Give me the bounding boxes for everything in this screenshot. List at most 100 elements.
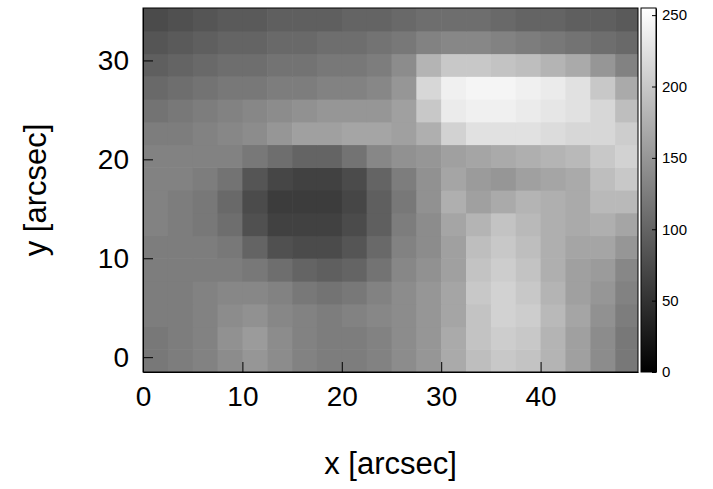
cell bbox=[168, 349, 193, 372]
cell bbox=[218, 281, 243, 304]
cell bbox=[367, 145, 392, 168]
colorbar-tick-mark bbox=[652, 301, 656, 302]
cell bbox=[466, 122, 491, 145]
colorbar bbox=[641, 8, 656, 372]
cell bbox=[242, 8, 267, 31]
cell bbox=[590, 213, 615, 236]
cells bbox=[143, 8, 638, 372]
cell bbox=[516, 145, 541, 168]
colorbar-tick-mark bbox=[652, 229, 656, 230]
cell bbox=[367, 349, 392, 372]
cell bbox=[615, 99, 638, 122]
cell bbox=[218, 8, 243, 31]
cell bbox=[491, 54, 516, 77]
cell bbox=[391, 76, 416, 99]
cell bbox=[292, 304, 317, 327]
cell bbox=[367, 167, 392, 190]
cell bbox=[218, 145, 243, 168]
cell bbox=[441, 145, 466, 168]
cell bbox=[317, 327, 342, 350]
cell bbox=[143, 31, 168, 54]
cell bbox=[242, 304, 267, 327]
cell bbox=[565, 258, 590, 281]
cell bbox=[416, 76, 441, 99]
cell bbox=[292, 258, 317, 281]
cell bbox=[541, 236, 566, 259]
y-tick-mark bbox=[143, 357, 153, 358]
cell bbox=[242, 145, 267, 168]
x-axis-line bbox=[144, 372, 639, 373]
cell bbox=[168, 31, 193, 54]
cell bbox=[541, 122, 566, 145]
y-tick: 10 bbox=[98, 243, 153, 274]
cell bbox=[143, 190, 168, 213]
cell bbox=[615, 258, 638, 281]
cell bbox=[615, 349, 638, 372]
cell bbox=[541, 54, 566, 77]
cell bbox=[516, 99, 541, 122]
cell bbox=[590, 258, 615, 281]
cell bbox=[491, 167, 516, 190]
cell bbox=[168, 145, 193, 168]
cell bbox=[541, 258, 566, 281]
cell bbox=[565, 167, 590, 190]
cell bbox=[367, 258, 392, 281]
cell bbox=[267, 236, 292, 259]
cell bbox=[292, 145, 317, 168]
cell bbox=[565, 8, 590, 31]
cell bbox=[193, 213, 218, 236]
cell bbox=[516, 349, 541, 372]
cell bbox=[168, 190, 193, 213]
cell bbox=[168, 167, 193, 190]
cell bbox=[267, 122, 292, 145]
cell bbox=[590, 281, 615, 304]
cell bbox=[267, 190, 292, 213]
y-tick-label: 30 bbox=[98, 45, 129, 76]
cell bbox=[491, 31, 516, 54]
cell bbox=[491, 236, 516, 259]
cell bbox=[466, 8, 491, 31]
cell bbox=[317, 76, 342, 99]
cell bbox=[541, 145, 566, 168]
cell bbox=[218, 258, 243, 281]
cell bbox=[391, 31, 416, 54]
y-tick: 30 bbox=[98, 45, 153, 76]
y-tick: 20 bbox=[98, 144, 153, 175]
cell bbox=[242, 122, 267, 145]
cell bbox=[416, 145, 441, 168]
cell bbox=[615, 54, 638, 77]
cell bbox=[292, 8, 317, 31]
cell bbox=[541, 190, 566, 213]
cell bbox=[466, 99, 491, 122]
cell bbox=[143, 349, 168, 372]
cell bbox=[441, 304, 466, 327]
cell bbox=[267, 213, 292, 236]
cell bbox=[292, 281, 317, 304]
cell bbox=[466, 145, 491, 168]
cell bbox=[367, 76, 392, 99]
cell bbox=[292, 99, 317, 122]
cell bbox=[491, 304, 516, 327]
cell bbox=[565, 54, 590, 77]
cell bbox=[242, 190, 267, 213]
cell bbox=[218, 76, 243, 99]
cell bbox=[292, 190, 317, 213]
x-tick: 40 bbox=[526, 362, 557, 412]
cell bbox=[317, 281, 342, 304]
cell bbox=[143, 8, 168, 31]
cell bbox=[491, 258, 516, 281]
cell bbox=[441, 99, 466, 122]
x-tick-mark bbox=[342, 362, 343, 372]
cell bbox=[193, 281, 218, 304]
cell bbox=[391, 167, 416, 190]
y-tick-mark bbox=[143, 258, 153, 259]
cell bbox=[391, 99, 416, 122]
cell bbox=[615, 236, 638, 259]
cell bbox=[491, 190, 516, 213]
cell bbox=[292, 349, 317, 372]
cell bbox=[193, 99, 218, 122]
cell bbox=[441, 54, 466, 77]
cell bbox=[466, 213, 491, 236]
cell bbox=[391, 349, 416, 372]
cell bbox=[391, 145, 416, 168]
